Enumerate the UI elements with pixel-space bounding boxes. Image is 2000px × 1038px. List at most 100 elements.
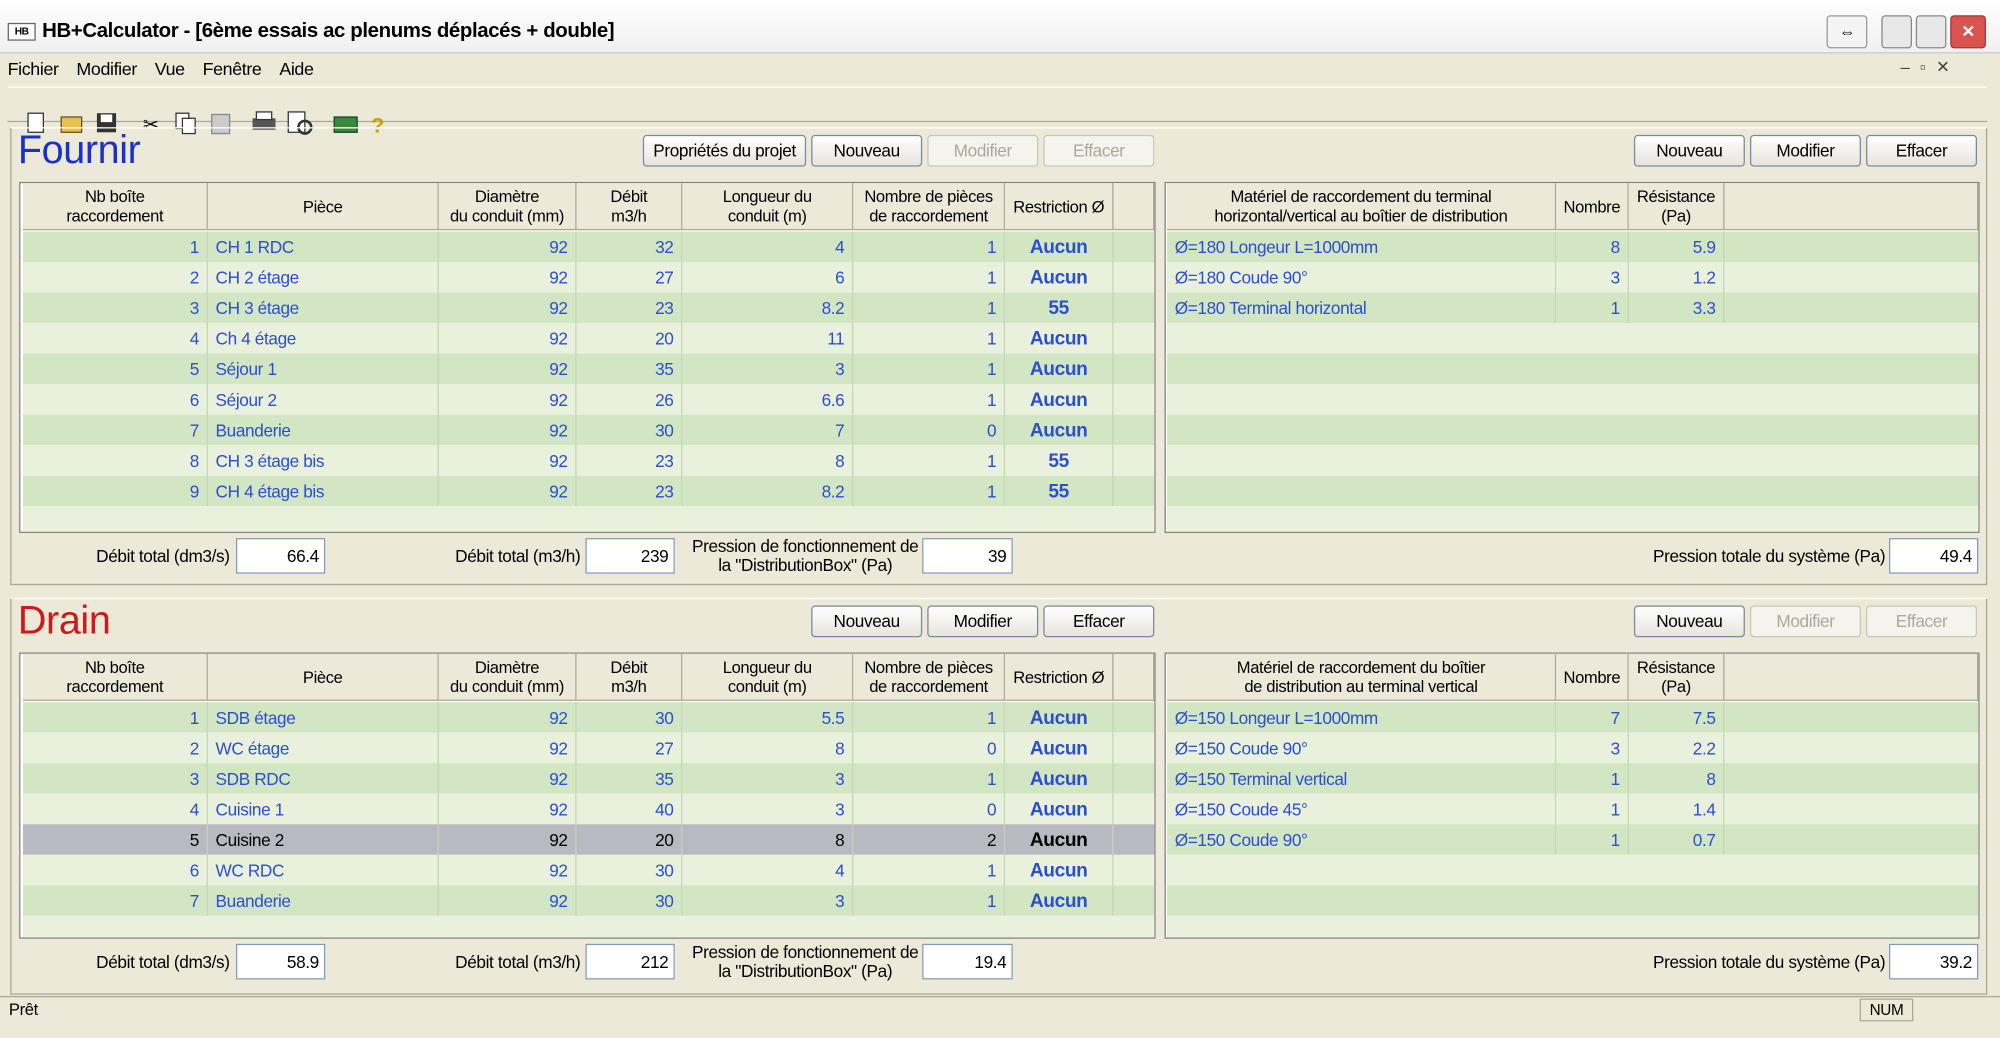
table-cell: Ø=180 Coude 90° [1167, 262, 1557, 293]
table-cell: 1 [853, 262, 1006, 293]
table-cell: 2 [23, 732, 208, 764]
close-button[interactable]: ✕ [1950, 15, 1986, 49]
toolbar-icons: ✂ ? [27, 111, 384, 137]
table-cell: 92 [439, 475, 577, 507]
column-header: Matériel de raccordement du boîtier de d… [1167, 653, 1557, 701]
table-cell: 92 [439, 885, 577, 916]
table-cell: 40 [577, 793, 683, 825]
table-cell: 7 [682, 414, 854, 446]
button[interactable]: Effacer [1866, 134, 1978, 167]
button[interactable]: Modifier [1749, 134, 1861, 167]
table-cell: 1 [853, 702, 1006, 733]
table-cell: 30 [577, 702, 683, 733]
mdi-controls[interactable]: –▫✕ [1900, 57, 1961, 77]
table-row [1167, 506, 1979, 532]
button: Effacer [1866, 605, 1978, 638]
table-cell: 1 [1556, 292, 1629, 324]
button[interactable]: Nouveau [1633, 134, 1745, 167]
table-cell: 92 [439, 732, 577, 764]
table-row[interactable] [22, 702, 1155, 733]
table-cell: 11 [682, 323, 854, 354]
table-row[interactable] [22, 262, 1155, 293]
table-row[interactable] [1167, 292, 1979, 324]
table-cell: 20 [577, 824, 683, 855]
minimize-button[interactable] [1881, 15, 1912, 49]
menu-item[interactable]: Aide [279, 58, 314, 79]
table-row[interactable] [22, 885, 1155, 916]
table-cell: 0.7 [1629, 824, 1725, 855]
menu-item[interactable]: Vue [154, 58, 185, 79]
column-header: Matériel de raccordement du terminal hor… [1167, 183, 1557, 231]
column-header: Résistance (Pa) [1628, 653, 1725, 701]
table-cell: Buanderie [208, 414, 439, 446]
table-cell: 27 [577, 732, 683, 764]
table-cell: 1.2 [1629, 262, 1725, 293]
restore-button[interactable]: ⇔ [1826, 15, 1868, 49]
table-cell: Séjour 2 [208, 384, 439, 415]
status-indicator: NUM [1859, 998, 1914, 1022]
table-row[interactable] [22, 445, 1155, 476]
table-row[interactable] [22, 793, 1155, 825]
table-row[interactable] [22, 763, 1155, 794]
table-row[interactable] [22, 732, 1155, 764]
table-cell: 20 [577, 323, 683, 354]
button[interactable]: Nouveau [811, 134, 923, 167]
table-row[interactable] [1167, 732, 1979, 764]
table-cell: 4 [23, 793, 208, 825]
table-cell: 3 [1556, 262, 1629, 293]
menu-item[interactable]: Fichier [7, 58, 59, 79]
button[interactable]: Propriétés du projet [643, 134, 807, 167]
table-cell: 0 [853, 732, 1006, 764]
button[interactable]: Nouveau [1633, 605, 1745, 638]
button-group: Nouveau Modifier Effacer [811, 605, 1155, 638]
button-group: Propriétés du projet Nouveau Modifier Effac… [643, 134, 1155, 167]
column-header: Nombre de pièces de raccordement [853, 183, 1006, 231]
table-row[interactable] [22, 854, 1155, 886]
table-row[interactable] [1167, 262, 1979, 293]
table-row [22, 506, 1155, 532]
table-cell: CH 4 étage bis [208, 475, 439, 507]
menu-item[interactable]: Modifier [76, 58, 137, 79]
table-cell: Ø=150 Longeur L=1000mm [1167, 702, 1557, 733]
table-cell: Ø=150 Coude 90° [1167, 824, 1557, 855]
column-header [1113, 183, 1155, 231]
table-row[interactable] [1167, 702, 1979, 733]
total-value: 58.9 [235, 943, 326, 980]
button[interactable]: Modifier [927, 605, 1039, 638]
table-cell: 3 [682, 885, 854, 916]
table-row[interactable] [22, 414, 1155, 446]
table-row[interactable] [1167, 793, 1979, 825]
column-header: Diamètre du conduit (mm) [438, 183, 577, 231]
table-row[interactable] [1167, 824, 1979, 855]
table-row[interactable] [1167, 231, 1979, 263]
total-value: 39 [922, 538, 1013, 574]
table-row[interactable] [22, 292, 1155, 324]
table-row[interactable] [22, 824, 1155, 855]
table-cell: 8.2 [682, 292, 854, 324]
table-cell: Buanderie [208, 885, 439, 916]
table-cell: Cuisine 2 [208, 824, 439, 855]
section-panel [10, 597, 1988, 995]
table-row [1167, 915, 1979, 938]
table-row[interactable] [1167, 763, 1979, 794]
table-cell: SDB étage [208, 702, 439, 733]
table-cell: Aucun [1005, 702, 1114, 733]
table-row[interactable] [22, 231, 1155, 263]
table-row[interactable] [22, 353, 1155, 385]
menu-item[interactable]: Fenêtre [202, 58, 262, 79]
table-row [1167, 885, 1979, 916]
table-cell: Aucun [1005, 732, 1114, 764]
table-cell: 30 [577, 854, 683, 886]
table-row[interactable] [22, 475, 1155, 507]
table-cell: 4 [682, 231, 854, 263]
button[interactable]: Nouveau [811, 605, 923, 638]
button[interactable]: Effacer [1043, 605, 1155, 638]
table-cell: WC RDC [208, 854, 439, 886]
maximize-button[interactable] [1915, 15, 1947, 49]
svg-text:✂: ✂ [143, 115, 159, 136]
table-cell: 55 [1005, 292, 1114, 324]
table-row[interactable] [22, 323, 1155, 354]
table-row[interactable] [22, 384, 1155, 415]
